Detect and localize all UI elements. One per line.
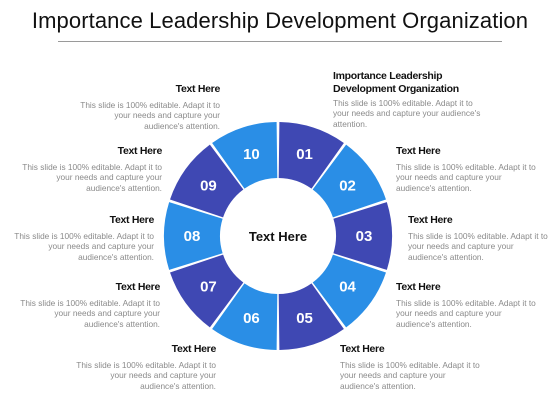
block-heading: Text Here xyxy=(340,343,385,355)
block-body: This slide is 100% editable. Adapt it to… xyxy=(80,100,220,131)
block-heading: Text Here xyxy=(396,145,441,157)
ring-segment-05 xyxy=(278,283,344,350)
text-block-left-3: Text Here This slide is 100% editable. A… xyxy=(20,281,160,329)
segment-number-01: 01 xyxy=(296,146,313,163)
text-block-top-left: Text Here This slide is 100% editable. A… xyxy=(80,83,220,131)
segment-number-04: 04 xyxy=(339,279,356,296)
block-body: This slide is 100% editable. Adapt it to… xyxy=(22,162,162,193)
segment-number-06: 06 xyxy=(243,310,260,327)
block-body: This slide is 100% editable. Adapt it to… xyxy=(396,162,536,193)
block-heading: Text Here xyxy=(171,343,217,355)
block-body: This slide is 100% editable. Adapt it to… xyxy=(333,98,481,129)
ring-segment-01 xyxy=(278,122,344,189)
ring-segment-08 xyxy=(163,202,223,270)
text-block-right-1: Text Here This slide is 100% editable. A… xyxy=(396,145,536,193)
ring-segment-06 xyxy=(212,283,278,350)
block-heading: Text Here xyxy=(175,83,221,95)
block-body: This slide is 100% editable. Adapt it to… xyxy=(408,231,548,262)
block-heading: Text Here xyxy=(396,281,441,293)
ring-segment-03 xyxy=(333,202,392,270)
block-body: This slide is 100% editable. Adapt it to… xyxy=(20,298,160,329)
text-block-right-4: Text Here This slide is 100% editable. A… xyxy=(340,343,480,391)
text-block-right-3: Text Here This slide is 100% editable. A… xyxy=(396,281,536,329)
page-title: Importance Leadership Development Organi… xyxy=(31,8,529,33)
block-body: This slide is 100% editable. Adapt it to… xyxy=(14,231,154,262)
block-heading: Text Here xyxy=(408,214,453,226)
ring-segment-09 xyxy=(170,144,244,218)
text-block-left-4: Text Here This slide is 100% editable. A… xyxy=(76,343,216,391)
ring-segment-02 xyxy=(312,144,386,218)
title-underline xyxy=(58,41,502,42)
text-block-left-1: Text Here This slide is 100% editable. A… xyxy=(22,145,162,193)
segment-number-03: 03 xyxy=(356,228,373,245)
text-block-left-2: Text Here This slide is 100% editable. A… xyxy=(14,214,154,262)
segment-number-09: 09 xyxy=(200,177,217,194)
text-block-top-right: Importance Leadership Development Organi… xyxy=(333,70,483,129)
block-heading: Text Here xyxy=(117,145,163,157)
segment-number-02: 02 xyxy=(339,177,356,194)
block-body: This slide is 100% editable. Adapt it to… xyxy=(340,360,480,391)
block-heading: Text Here xyxy=(115,281,161,293)
segment-number-08: 08 xyxy=(184,228,201,245)
ring-segment-10 xyxy=(212,122,278,189)
block-heading: Text Here xyxy=(109,214,155,226)
segment-number-07: 07 xyxy=(200,279,217,296)
ring-segment-04 xyxy=(312,254,386,328)
block-body: This slide is 100% editable. Adapt it to… xyxy=(76,360,216,391)
block-heading: Importance Leadership Development Organi… xyxy=(333,70,459,95)
ring-segment-07 xyxy=(170,254,244,328)
segment-number-05: 05 xyxy=(296,310,313,327)
text-block-right-2: Text Here This slide is 100% editable. A… xyxy=(408,214,548,262)
center-label: Text Here xyxy=(249,229,307,244)
segment-number-10: 10 xyxy=(243,146,260,163)
block-body: This slide is 100% editable. Adapt it to… xyxy=(396,298,536,329)
